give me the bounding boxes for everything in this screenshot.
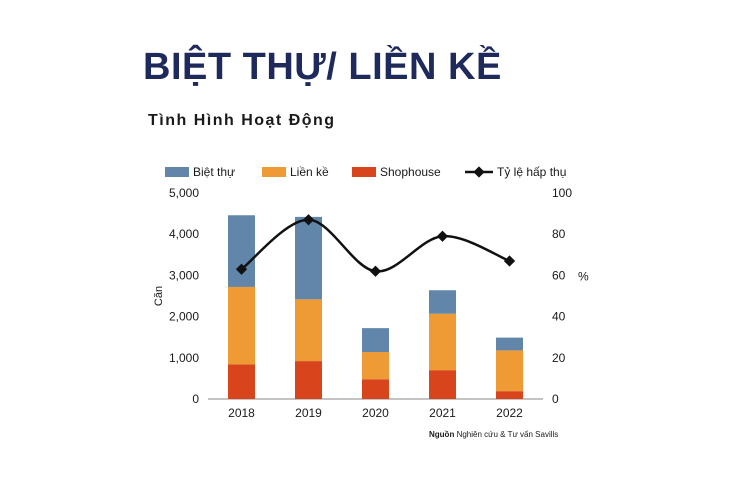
- x-tick-label: 2020: [362, 406, 389, 420]
- line-point-ty-le-hap-thu: [235, 263, 248, 275]
- y-tick-label: 0: [192, 392, 199, 406]
- line-point-ty-le-hap-thu: [302, 214, 315, 226]
- bar-lien-ke: [228, 286, 255, 365]
- legend-swatch-biet-thu: [165, 167, 189, 177]
- x-tick-label: 2019: [295, 406, 322, 420]
- line-point-ty-le-hap-thu: [503, 255, 516, 267]
- y-tick-label: 5,000: [169, 186, 199, 200]
- bar-shophouse: [295, 361, 322, 399]
- y2-tick-label: 60: [552, 268, 566, 282]
- y-tick-label: 4,000: [169, 227, 199, 241]
- line-point-ty-le-hap-thu: [436, 230, 449, 242]
- x-tick-label: 2021: [429, 406, 456, 420]
- bar-lien-ke: [362, 352, 389, 380]
- bar-biet-thu: [295, 216, 322, 300]
- bar-shophouse: [228, 364, 255, 399]
- bar-shophouse: [362, 379, 389, 399]
- legend-swatch-shophouse: [352, 167, 376, 177]
- bar-lien-ke: [295, 299, 322, 362]
- bar-biet-thu: [362, 328, 389, 353]
- y2-tick-label: 40: [552, 310, 566, 324]
- y-tick-label: 1,000: [169, 351, 199, 365]
- y2-tick-label: 0: [552, 392, 559, 406]
- bar-shophouse: [496, 391, 523, 399]
- y-axis-title: Căn: [153, 286, 165, 306]
- legend-swatch-lien-ke: [262, 167, 286, 177]
- source-text: Nghiên cứu & Tư vấn Savills: [456, 430, 559, 439]
- x-tick-label: 2018: [228, 406, 255, 420]
- legend-marker-ty-le-hap-thu: [473, 166, 485, 178]
- bar-lien-ke: [429, 313, 456, 371]
- y2-axis-title: %: [578, 269, 589, 283]
- legend-label-lien-ke: Liền kề: [290, 165, 329, 179]
- y2-tick-label: 20: [552, 351, 566, 365]
- source-note: Nguồn Nghiên cứu & Tư vấn Savills: [429, 430, 558, 439]
- source-prefix: Nguồn: [429, 430, 455, 439]
- bar-biet-thu: [228, 215, 255, 287]
- bar-lien-ke: [496, 350, 523, 392]
- line-ty-le-hap-thu: [240, 218, 510, 273]
- y-tick-label: 2,000: [169, 310, 199, 324]
- x-tick-label: 2022: [496, 406, 523, 420]
- line-point-ty-le-hap-thu: [369, 265, 382, 277]
- bar-biet-thu: [496, 337, 523, 351]
- bar-biet-thu: [429, 290, 456, 314]
- legend-label-shophouse: Shophouse: [380, 165, 441, 179]
- page-title: BIỆT THỰ/ LIỀN KỀ: [143, 46, 502, 88]
- y2-tick-label: 80: [552, 227, 566, 241]
- legend-label-ty-le-hap-thu: Tỷ lệ hấp thụ: [497, 165, 566, 179]
- y-tick-label: 3,000: [169, 268, 199, 282]
- y2-tick-label: 100: [552, 186, 572, 200]
- legend-label-biet-thu: Biệt thự: [193, 165, 235, 179]
- bar-shophouse: [429, 370, 456, 399]
- page-subtitle: Tình Hình Hoạt Động: [148, 112, 336, 129]
